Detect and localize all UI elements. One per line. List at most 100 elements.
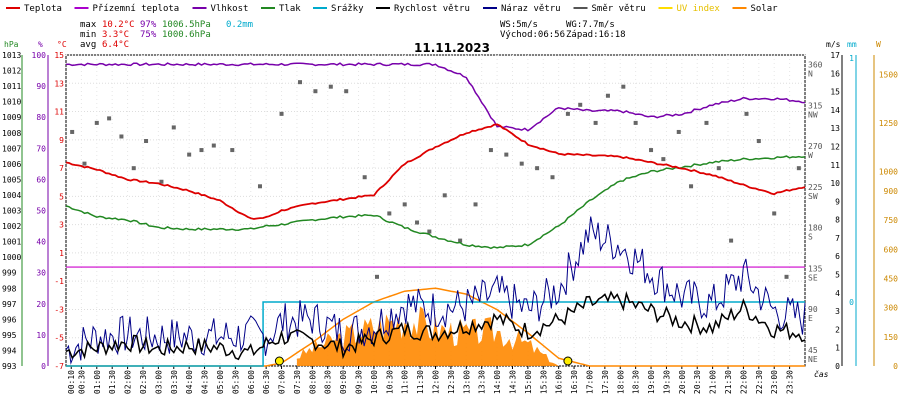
hpa-tick-label: 998 [2, 284, 17, 293]
ms-tick-label: 6 [835, 252, 840, 261]
wind-direction-point [716, 166, 721, 171]
x-tick-label: 22:00 [739, 370, 748, 394]
pct-tick-label: 80 [36, 113, 46, 122]
ms-tick-label: 17 [830, 51, 840, 60]
x-tick-label: 11:30 [416, 370, 425, 394]
wind-direction-point [504, 152, 509, 157]
wind-direction-point [593, 120, 598, 125]
x-tick-label: 23:30 [786, 370, 795, 394]
ms-tick-label: 13 [830, 124, 840, 133]
x-tick-label: 18:30 [632, 370, 641, 394]
ms-tick-label: 1 [835, 344, 840, 353]
direction-tick-label: NW [808, 110, 818, 119]
x-tick-label: 21:00 [709, 370, 718, 394]
celsius-tick-label: 9 [59, 136, 64, 145]
hpa-tick-label: 1012 [2, 67, 21, 76]
pct-tick-label: 50 [36, 207, 46, 216]
x-tick-label: 01:00 [93, 370, 102, 394]
celsius-tick-label: -7 [54, 362, 64, 371]
wind-direction-point [187, 152, 192, 157]
hpa-tick-label: 1005 [2, 175, 21, 184]
celsius-unit-label: °C [57, 40, 67, 49]
legend-label: Přízemní teplota [93, 4, 180, 14]
wind-direction-point [442, 193, 447, 198]
wind-direction-point [565, 111, 570, 116]
ms-tick-label: 2 [835, 325, 840, 334]
wind-direction-point [144, 139, 149, 144]
x-tick-label: 06:00 [247, 370, 256, 394]
x-tick-label: 10:30 [385, 370, 394, 394]
direction-tick-degrees: 360 [808, 61, 823, 70]
celsius-tick-label: 5 [59, 192, 64, 201]
w-tick-label: 900 [884, 187, 899, 196]
legend-label: Směr větru [592, 4, 646, 14]
wind-direction-point [362, 175, 367, 180]
pct-unit-label: % [38, 40, 43, 49]
w-tick-label: 750 [884, 216, 899, 225]
wind-direction-point [704, 120, 709, 125]
x-tick-label: 13:00 [462, 370, 471, 394]
direction-tick-degrees: 270 [808, 142, 823, 151]
w-tick-label: 1000 [879, 168, 898, 177]
hpa-tick-label: 1004 [2, 191, 21, 200]
wind-direction-point [70, 129, 75, 134]
series-wind-speed [65, 290, 806, 361]
ms-tick-label: 8 [835, 216, 840, 225]
wind-direction-point [313, 89, 318, 94]
wind-direction-point [199, 148, 204, 153]
hpa-tick-label: 994 [2, 346, 17, 355]
wind-direction-point [689, 184, 694, 189]
x-tick-label: 20:30 [693, 370, 702, 394]
wind-direction-point [279, 111, 284, 116]
hpa-tick-label: 1011 [2, 82, 21, 91]
wind-direction-point [82, 161, 87, 166]
wind-direction-point [784, 274, 789, 279]
celsius-tick-label: 3 [59, 221, 64, 230]
wind-direction-point [458, 238, 463, 243]
hpa-tick-label: 1010 [2, 98, 21, 107]
w-unit-label: W [876, 40, 881, 49]
w-tick-label: 600 [884, 245, 899, 254]
x-tick-label: 00:30 [77, 370, 86, 394]
x-tick-label: 10:00 [370, 370, 379, 394]
ms-tick-label: 11 [830, 161, 840, 170]
wind-direction-point [328, 84, 333, 89]
celsius-tick-label: 7 [59, 164, 64, 173]
ms-tick-label: 9 [835, 197, 840, 206]
wind-direction-point [649, 148, 654, 153]
hpa-tick-label: 999 [2, 269, 17, 278]
ms-tick-label: 12 [830, 142, 840, 151]
x-tick-label: 09:00 [339, 370, 348, 394]
legend-label: Teplota [24, 4, 62, 14]
hpa-tick-label: 996 [2, 315, 17, 324]
x-tick-label: 05:30 [231, 370, 240, 394]
wind-direction-point [621, 84, 626, 89]
wind-direction-point [488, 148, 493, 153]
stat-max-pressure: 1006.5hPa [162, 20, 211, 30]
x-tick-label: 20:00 [678, 370, 687, 394]
direction-tick-degrees: 225 [808, 183, 823, 192]
wind-direction-point [402, 202, 407, 207]
legend-label: Srážky [331, 4, 364, 14]
stat-min-temp: 3.3°C [102, 30, 129, 40]
x-tick-label: 04:00 [185, 370, 194, 394]
pct-tick-label: 60 [36, 175, 46, 184]
x-axis-label: čas [814, 369, 829, 379]
hpa-tick-label: 1003 [2, 207, 21, 216]
direction-tick-label: SE [808, 273, 818, 282]
pct-tick-label: 70 [36, 144, 46, 153]
x-tick-label: 21:30 [724, 370, 733, 394]
stat-wind-speed: WS:5m/s [500, 20, 538, 30]
x-tick-label: 12:30 [447, 370, 456, 394]
ms-tick-label: 10 [830, 179, 840, 188]
wind-direction-point [427, 229, 432, 234]
wind-direction-point [94, 120, 99, 125]
y-axes: 1013101210111010100910081007100610051004… [2, 51, 898, 371]
x-tick-label: 07:00 [278, 370, 287, 394]
x-tick-label: 02:00 [124, 370, 133, 394]
wind-direction-point [661, 157, 666, 162]
ms-tick-label: 15 [830, 88, 840, 97]
stat-min-label: min [80, 30, 96, 40]
w-tick-label: 300 [884, 304, 899, 313]
